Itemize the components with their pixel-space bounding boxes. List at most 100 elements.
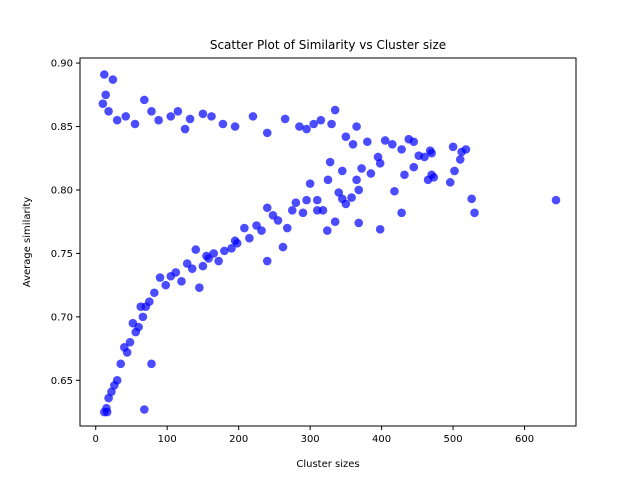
data-point — [348, 139, 358, 149]
data-point — [120, 343, 129, 352]
data-point — [420, 152, 429, 162]
data-point — [182, 259, 192, 268]
data-point — [347, 193, 356, 202]
x-tick-label: 500 — [444, 434, 463, 445]
data-point — [195, 283, 204, 292]
data-point — [154, 115, 163, 125]
data-point — [140, 95, 149, 105]
data-point — [147, 359, 156, 369]
data-point — [287, 205, 297, 215]
data-point — [409, 162, 419, 172]
data-point — [245, 233, 254, 243]
plot-frame — [79, 57, 577, 427]
data-point — [138, 312, 148, 322]
data-point — [312, 205, 322, 215]
data-points — [98, 70, 561, 417]
data-point — [166, 112, 176, 121]
data-point — [448, 142, 458, 152]
data-point — [116, 359, 126, 369]
data-point — [262, 203, 272, 213]
data-point — [330, 217, 340, 226]
data-point — [177, 277, 186, 286]
data-point — [230, 122, 240, 131]
data-point — [180, 124, 190, 134]
y-tick-label: 0.75 — [51, 249, 73, 260]
x-tick-label: 400 — [372, 434, 391, 445]
data-point — [202, 251, 211, 261]
data-point — [357, 164, 366, 173]
y-tick-label: 0.70 — [51, 312, 73, 323]
data-point — [352, 175, 361, 185]
data-point — [450, 166, 459, 176]
data-point — [337, 194, 347, 204]
data-point — [130, 119, 140, 129]
data-point — [218, 119, 228, 129]
data-point — [445, 178, 455, 187]
y-tick-label: 0.90 — [51, 59, 73, 70]
data-point — [366, 169, 376, 178]
x-tick-label: 300 — [301, 434, 320, 445]
data-point — [400, 170, 409, 180]
data-point — [295, 122, 304, 131]
data-point — [131, 327, 141, 337]
data-point — [191, 245, 201, 254]
data-point — [207, 112, 216, 121]
data-point — [309, 119, 319, 129]
data-point — [214, 256, 223, 266]
data-point — [312, 195, 322, 205]
data-point — [409, 137, 419, 147]
data-point — [268, 211, 278, 220]
data-point — [334, 188, 344, 197]
data-point — [291, 198, 301, 207]
data-point — [455, 155, 465, 164]
data-point — [220, 246, 229, 256]
data-point — [98, 99, 108, 108]
data-point — [198, 261, 208, 271]
data-point — [467, 194, 476, 204]
data-point — [341, 132, 351, 141]
data-point — [155, 273, 165, 282]
data-point — [101, 90, 111, 100]
data-point — [397, 208, 406, 218]
data-point — [108, 75, 118, 84]
data-point — [102, 407, 112, 417]
data-point — [327, 119, 336, 129]
data-point — [375, 159, 385, 168]
x-tick-label: 0 — [93, 434, 99, 445]
data-point — [278, 242, 288, 252]
data-point — [128, 318, 138, 328]
x-axis-ticks: 0 100 200 300 400 500 600 — [93, 426, 534, 445]
data-point — [252, 221, 261, 230]
data-point — [322, 226, 332, 235]
data-point — [337, 166, 347, 176]
data-point — [230, 236, 240, 246]
data-point — [112, 115, 122, 125]
data-point — [325, 157, 335, 167]
data-point — [198, 109, 208, 119]
x-tick-label: 200 — [229, 434, 248, 445]
y-tick-label: 0.80 — [51, 185, 73, 196]
data-point — [147, 107, 156, 116]
data-point — [262, 256, 272, 266]
data-point — [248, 112, 258, 121]
data-point — [352, 122, 361, 131]
data-point — [104, 393, 113, 403]
data-point — [390, 186, 399, 196]
y-tick-label: 0.65 — [51, 376, 73, 387]
data-point — [104, 107, 113, 116]
data-point — [429, 172, 439, 182]
data-point — [316, 115, 326, 125]
data-point — [161, 280, 171, 290]
y-tick-label: 0.85 — [51, 122, 73, 133]
data-point — [185, 114, 195, 124]
data-point — [354, 218, 364, 228]
data-point — [302, 124, 311, 134]
data-point — [551, 195, 561, 205]
y-axis-title: Average similarity — [22, 197, 33, 287]
chart-title: Scatter Plot of Similarity vs Cluster si… — [210, 38, 446, 52]
x-tick-label: 100 — [158, 434, 177, 445]
data-point — [298, 208, 308, 218]
data-point — [427, 148, 436, 158]
data-point — [173, 107, 183, 116]
